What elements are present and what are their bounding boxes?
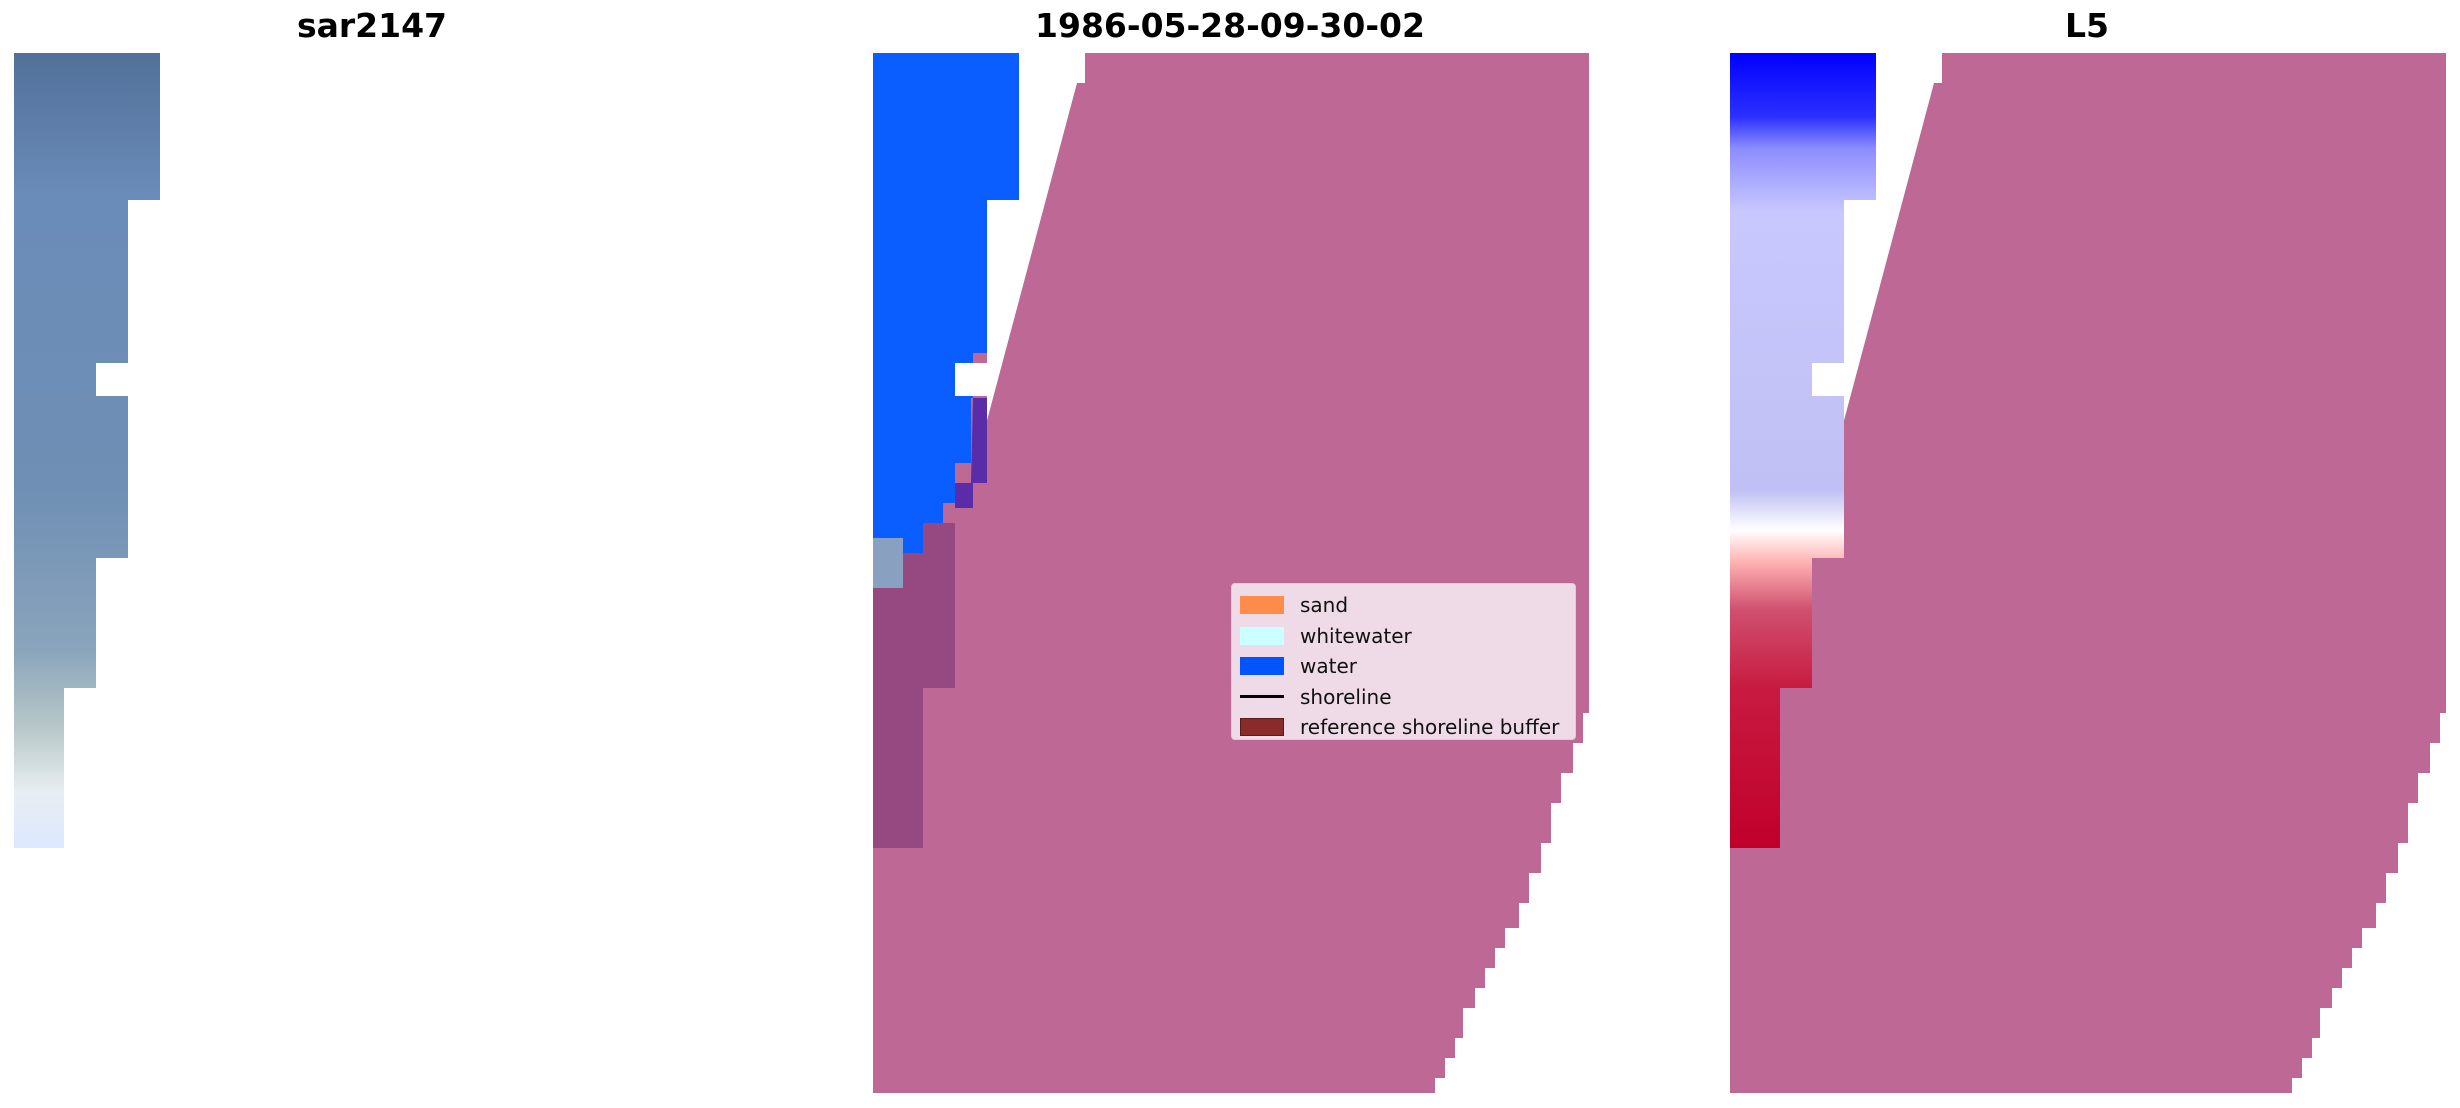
legend: sand whitewater water shoreline referenc… <box>1231 583 1576 740</box>
water-edge-purple <box>955 398 987 508</box>
legend-swatch-water <box>1240 657 1284 676</box>
panel-title-date: 1986-05-28-09-30-02 <box>1035 6 1425 45</box>
index-values <box>1730 53 1876 848</box>
legend-item-water: water <box>1240 651 1567 682</box>
white-edge <box>955 53 1085 396</box>
legend-swatch-whitewater <box>1240 626 1284 645</box>
l5-index-image <box>1730 53 2446 1093</box>
mixed-region <box>873 523 987 848</box>
legend-label-reference-buffer: reference shoreline buffer <box>1300 715 1560 740</box>
legend-item-whitewater: whitewater <box>1240 621 1567 652</box>
legend-item-reference-buffer: reference shoreline buffer <box>1240 712 1567 743</box>
legend-label-water: water <box>1300 654 1357 679</box>
rgb-blend-patch <box>873 538 903 588</box>
buffer-region <box>1730 53 2446 1093</box>
classification-panel <box>873 53 1589 1093</box>
classification-image <box>873 53 1589 1093</box>
white-edge <box>1812 53 1942 396</box>
rgb-image-panel <box>14 53 730 1093</box>
panel-title-l5: L5 <box>2065 6 2109 45</box>
l5-index-panel <box>1730 53 2446 1093</box>
legend-label-shoreline: shoreline <box>1300 684 1392 709</box>
legend-label-sand: sand <box>1300 593 1349 618</box>
legend-swatch-reference-buffer <box>1240 718 1284 737</box>
legend-swatch-sand <box>1240 596 1284 615</box>
buffer-region <box>873 53 1589 1093</box>
legend-item-shoreline: shoreline <box>1240 682 1567 713</box>
legend-label-whitewater: whitewater <box>1300 623 1412 648</box>
water-region <box>873 53 1019 553</box>
panel-title-sar: sar2147 <box>296 6 448 45</box>
rgb-image <box>14 53 160 848</box>
legend-item-sand: sand <box>1240 590 1567 621</box>
legend-line-shoreline <box>1240 695 1284 699</box>
